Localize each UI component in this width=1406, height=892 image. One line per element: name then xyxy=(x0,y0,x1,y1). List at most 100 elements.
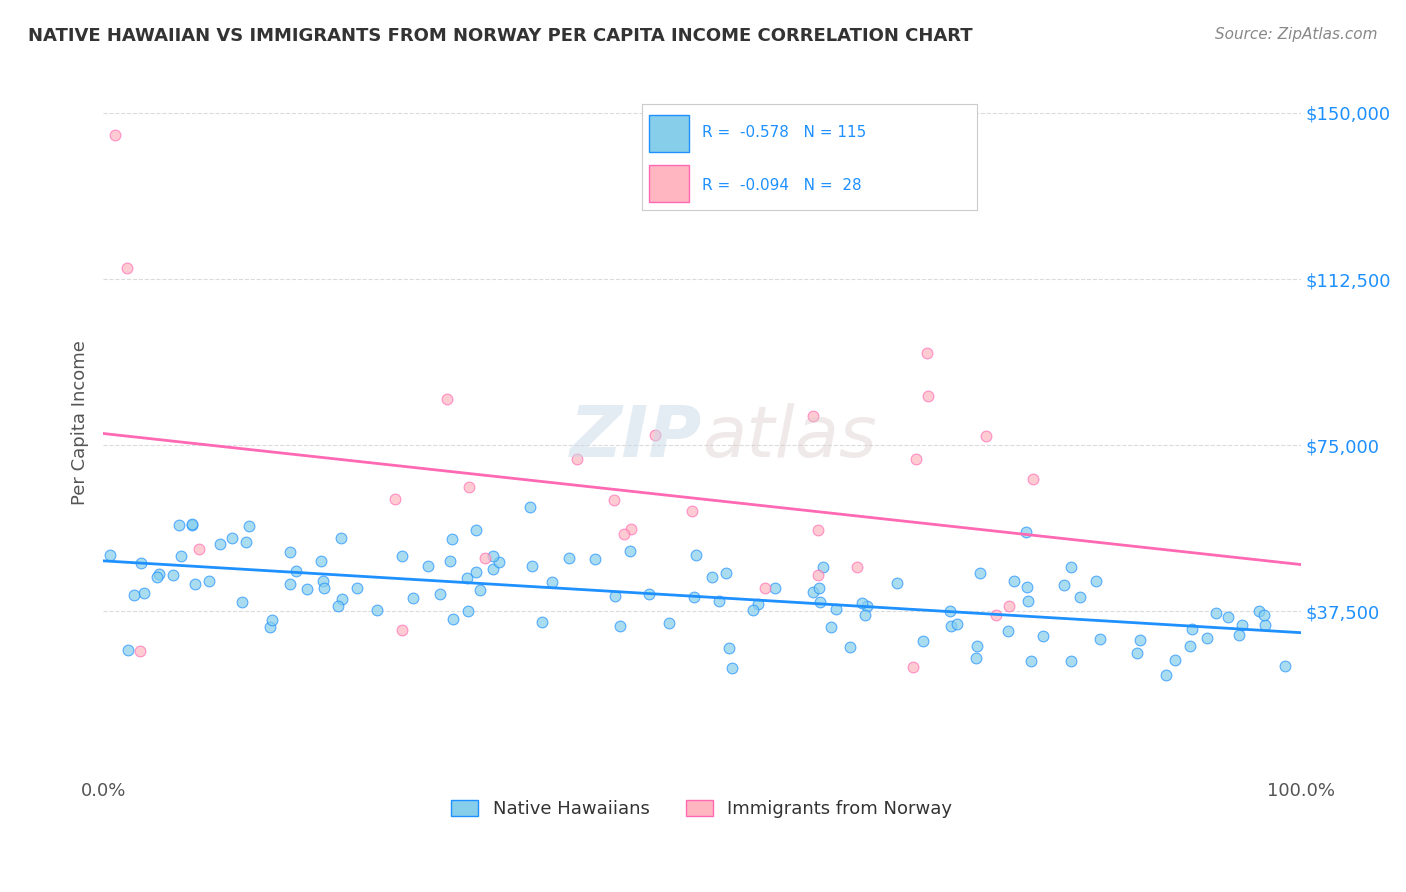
Point xyxy=(886,575,908,590)
Point xyxy=(436,392,458,406)
Point xyxy=(457,603,479,617)
Text: NATIVE HAWAIIAN VS IMMIGRANTS FROM NORWAY PER CAPITA INCOME CORRELATION CHART: NATIVE HAWAIIAN VS IMMIGRANTS FROM NORWA… xyxy=(28,27,973,45)
Point xyxy=(259,620,281,634)
Point xyxy=(184,577,207,591)
Point xyxy=(801,585,824,599)
Point xyxy=(1163,653,1185,667)
Point xyxy=(915,345,938,359)
Point xyxy=(1002,574,1025,588)
Point xyxy=(904,452,927,467)
Point xyxy=(1060,655,1083,669)
Y-axis label: Per Capita Income: Per Capita Income xyxy=(72,341,89,506)
Point xyxy=(278,577,301,591)
Point xyxy=(1060,559,1083,574)
Point xyxy=(644,428,666,442)
Point xyxy=(98,548,121,562)
Point xyxy=(1181,622,1204,636)
Point xyxy=(1125,646,1147,660)
Point xyxy=(681,504,703,518)
Point xyxy=(1021,654,1043,668)
Point xyxy=(808,595,831,609)
Point xyxy=(938,603,960,617)
Point xyxy=(1053,578,1076,592)
Point xyxy=(808,581,831,595)
Legend: Native Hawaiians, Immigrants from Norway: Native Hawaiians, Immigrants from Norway xyxy=(444,793,960,825)
Point xyxy=(1218,609,1240,624)
Text: Source: ZipAtlas.com: Source: ZipAtlas.com xyxy=(1215,27,1378,42)
Point xyxy=(565,451,588,466)
Point xyxy=(720,661,742,675)
Point xyxy=(807,523,830,537)
Point xyxy=(707,594,730,608)
Point xyxy=(966,639,988,653)
Point xyxy=(429,587,451,601)
Point xyxy=(846,560,869,574)
Point xyxy=(620,522,643,536)
Point xyxy=(917,389,939,403)
Point xyxy=(824,602,846,616)
Point xyxy=(465,523,488,537)
Point xyxy=(557,550,579,565)
Point xyxy=(187,542,209,557)
Point xyxy=(481,549,503,564)
Point xyxy=(1249,604,1271,618)
Point xyxy=(519,500,541,514)
Point xyxy=(807,568,830,582)
Point xyxy=(148,566,170,581)
Point xyxy=(901,660,924,674)
Point xyxy=(1129,633,1152,648)
Point xyxy=(986,608,1008,623)
Point xyxy=(481,562,503,576)
Point xyxy=(801,409,824,423)
Point xyxy=(297,582,319,596)
Point xyxy=(312,574,335,589)
Point xyxy=(231,595,253,609)
Point xyxy=(1021,472,1043,486)
Point xyxy=(285,564,308,578)
Point xyxy=(314,581,336,595)
Point xyxy=(754,582,776,596)
Point xyxy=(128,644,150,658)
Point xyxy=(170,549,193,563)
Point xyxy=(346,581,368,595)
Point xyxy=(1015,525,1038,540)
Point xyxy=(117,643,139,657)
Point xyxy=(683,590,706,604)
Point xyxy=(384,492,406,507)
Point xyxy=(198,574,221,589)
Point xyxy=(122,588,145,602)
Point xyxy=(1178,640,1201,654)
Point xyxy=(998,599,1021,613)
Point xyxy=(330,591,353,606)
Point xyxy=(146,570,169,584)
Point xyxy=(1230,617,1253,632)
Point xyxy=(602,492,624,507)
Point xyxy=(702,570,724,584)
Point xyxy=(366,602,388,616)
Point xyxy=(474,551,496,566)
Point xyxy=(763,581,786,595)
Point xyxy=(965,650,987,665)
Point xyxy=(1032,629,1054,643)
Point xyxy=(997,624,1019,638)
Point xyxy=(180,517,202,532)
Point xyxy=(747,597,769,611)
Point xyxy=(583,552,606,566)
Point xyxy=(718,640,741,655)
Point xyxy=(1069,590,1091,604)
Point xyxy=(838,640,860,654)
Point xyxy=(939,619,962,633)
Point xyxy=(540,575,562,590)
Point xyxy=(1088,632,1111,646)
Point xyxy=(851,596,873,610)
Text: ZIP: ZIP xyxy=(569,402,702,472)
Point xyxy=(609,619,631,633)
Point xyxy=(853,608,876,623)
Point xyxy=(911,633,934,648)
Point xyxy=(619,543,641,558)
Point xyxy=(221,532,243,546)
Point xyxy=(1253,618,1275,632)
Point xyxy=(855,599,877,614)
Point xyxy=(391,624,413,638)
Point xyxy=(402,591,425,605)
